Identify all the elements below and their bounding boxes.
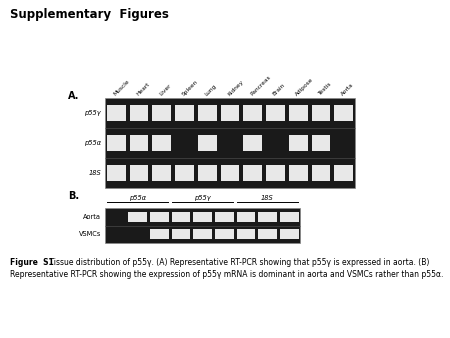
Text: Muscle: Muscle — [113, 79, 131, 97]
Bar — [243, 165, 262, 181]
Bar — [130, 165, 148, 181]
Bar — [150, 212, 168, 222]
Bar — [237, 230, 255, 239]
Bar — [175, 105, 194, 121]
Text: Pancreas: Pancreas — [249, 75, 271, 97]
Bar — [220, 165, 239, 181]
Bar — [107, 165, 126, 181]
Bar — [311, 105, 330, 121]
Text: Aorta: Aorta — [83, 214, 101, 220]
Bar — [280, 230, 298, 239]
Text: Testis: Testis — [317, 82, 333, 97]
Bar — [105, 208, 300, 243]
Text: Kidney: Kidney — [226, 79, 244, 97]
Text: Adipose: Adipose — [295, 77, 315, 97]
Bar — [171, 230, 190, 239]
Text: VSMCs: VSMCs — [79, 231, 101, 237]
Bar — [175, 165, 194, 181]
Bar — [237, 212, 255, 222]
Text: Liver: Liver — [158, 83, 172, 97]
Text: Lung: Lung — [204, 83, 217, 97]
Bar — [107, 105, 126, 121]
Bar — [130, 135, 148, 151]
Bar — [243, 105, 262, 121]
Text: Spleen: Spleen — [181, 79, 199, 97]
Bar — [334, 105, 353, 121]
Text: 18S: 18S — [261, 195, 274, 201]
Bar — [266, 105, 285, 121]
Bar — [258, 212, 277, 222]
Text: Representative RT-PCR showing the expression of p55γ mRNA is dominant in aorta a: Representative RT-PCR showing the expres… — [10, 270, 443, 279]
Bar — [193, 212, 212, 222]
Text: Aorta: Aorta — [340, 82, 355, 97]
Text: Tissue distribution of p55γ. (A) Representative RT-PCR showing that p55γ is expr: Tissue distribution of p55γ. (A) Represe… — [47, 258, 429, 267]
Text: p55γ: p55γ — [194, 195, 211, 201]
Text: p55α: p55α — [129, 195, 146, 201]
Bar — [198, 165, 216, 181]
Bar — [258, 230, 277, 239]
Bar — [215, 230, 234, 239]
Text: Brain: Brain — [272, 83, 286, 97]
Text: Heart: Heart — [135, 82, 151, 97]
Bar — [198, 105, 216, 121]
Bar — [128, 212, 147, 222]
Text: 18S: 18S — [88, 170, 101, 176]
Bar — [215, 212, 234, 222]
Bar — [153, 135, 171, 151]
Bar — [153, 165, 171, 181]
Bar — [171, 212, 190, 222]
Bar — [153, 105, 171, 121]
Bar — [289, 135, 307, 151]
Bar — [289, 105, 307, 121]
Bar — [107, 135, 126, 151]
Bar — [220, 105, 239, 121]
Bar — [193, 230, 212, 239]
Bar — [266, 165, 285, 181]
Bar — [289, 165, 307, 181]
Bar — [334, 165, 353, 181]
Bar — [311, 165, 330, 181]
Bar — [105, 98, 355, 188]
Text: p55γ: p55γ — [85, 110, 101, 116]
Text: A.: A. — [68, 91, 79, 101]
Text: Supplementary  Figures: Supplementary Figures — [10, 8, 169, 21]
Bar — [280, 212, 298, 222]
Bar — [198, 135, 216, 151]
Bar — [243, 135, 262, 151]
Bar — [130, 105, 148, 121]
Text: p55α: p55α — [84, 140, 101, 146]
Text: Figure  S1: Figure S1 — [10, 258, 54, 267]
Text: B.: B. — [68, 191, 79, 201]
Bar — [150, 230, 168, 239]
Bar — [311, 135, 330, 151]
